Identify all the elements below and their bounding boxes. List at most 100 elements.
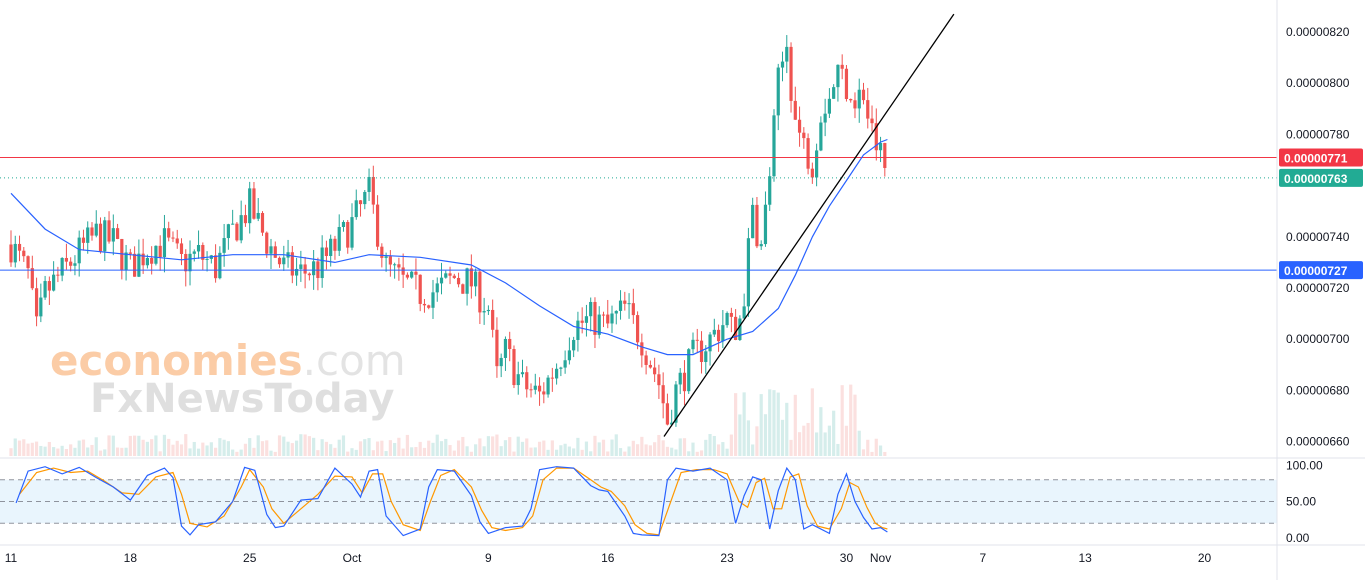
candle[interactable]	[580, 307, 584, 334]
candle[interactable]	[657, 364, 661, 399]
candle[interactable]	[294, 257, 299, 286]
candle[interactable]	[371, 165, 375, 214]
candle[interactable]	[414, 258, 418, 290]
candle[interactable]	[861, 82, 866, 105]
candle[interactable]	[836, 64, 840, 102]
candle[interactable]	[555, 363, 559, 385]
candle[interactable]	[397, 257, 401, 281]
candle[interactable]	[520, 359, 525, 378]
candle[interactable]	[546, 375, 550, 398]
candle[interactable]	[853, 92, 857, 119]
candle[interactable]	[793, 86, 797, 120]
candle[interactable]	[478, 268, 482, 325]
candle[interactable]	[785, 35, 789, 74]
candle[interactable]	[235, 221, 239, 242]
candle[interactable]	[299, 250, 303, 282]
candle[interactable]	[742, 293, 746, 319]
candle[interactable]	[171, 231, 175, 243]
candle[interactable]	[746, 227, 751, 317]
candle[interactable]	[226, 223, 230, 250]
candle[interactable]	[653, 357, 657, 383]
candle[interactable]	[192, 249, 196, 262]
candle[interactable]	[584, 304, 589, 337]
candle[interactable]	[73, 255, 77, 276]
candle[interactable]	[849, 98, 853, 103]
candle[interactable]	[772, 109, 776, 182]
candle[interactable]	[661, 372, 665, 419]
candle[interactable]	[286, 239, 290, 268]
candle[interactable]	[631, 288, 635, 324]
candle[interactable]	[405, 272, 410, 280]
candle[interactable]	[670, 409, 674, 427]
candle[interactable]	[640, 333, 644, 368]
candle[interactable]	[461, 283, 465, 294]
candle[interactable]	[77, 230, 81, 277]
candle[interactable]	[60, 257, 64, 282]
candle[interactable]	[179, 238, 184, 266]
candle[interactable]	[469, 254, 473, 299]
candle[interactable]	[290, 245, 294, 284]
candle[interactable]	[572, 336, 576, 358]
candle[interactable]	[563, 350, 567, 374]
candle[interactable]	[708, 332, 712, 366]
candle[interactable]	[550, 367, 554, 392]
candle[interactable]	[13, 235, 17, 268]
candle[interactable]	[840, 54, 844, 80]
candle[interactable]	[789, 42, 793, 113]
candle[interactable]	[167, 221, 171, 242]
candle[interactable]	[333, 235, 337, 260]
candle[interactable]	[273, 241, 277, 258]
candle[interactable]	[30, 255, 34, 291]
candle[interactable]	[729, 307, 733, 333]
candle[interactable]	[418, 274, 422, 312]
candle[interactable]	[699, 331, 704, 374]
candle[interactable]	[529, 383, 533, 398]
candle[interactable]	[354, 189, 358, 220]
candle[interactable]	[878, 136, 883, 163]
candle[interactable]	[218, 246, 222, 280]
candle[interactable]	[22, 246, 26, 262]
candles[interactable]	[9, 35, 887, 427]
candle[interactable]	[844, 65, 849, 102]
candle[interactable]	[64, 243, 69, 270]
candle[interactable]	[704, 345, 708, 374]
candle[interactable]	[508, 331, 512, 362]
candle[interactable]	[103, 216, 107, 262]
candle[interactable]	[427, 304, 431, 310]
candle[interactable]	[593, 297, 597, 349]
candle[interactable]	[86, 221, 90, 254]
candle[interactable]	[231, 209, 235, 225]
candle[interactable]	[695, 328, 699, 353]
candle[interactable]	[759, 240, 763, 251]
candle[interactable]	[401, 253, 405, 288]
candle[interactable]	[154, 245, 158, 266]
candle[interactable]	[687, 348, 691, 394]
candle[interactable]	[614, 310, 618, 325]
candle[interactable]	[90, 222, 94, 241]
stoch-rsi-pane[interactable]	[0, 466, 1277, 537]
candle[interactable]	[516, 361, 520, 395]
candle[interactable]	[17, 235, 22, 262]
candle[interactable]	[601, 311, 606, 328]
candle[interactable]	[776, 63, 780, 131]
candle[interactable]	[350, 203, 354, 251]
candle[interactable]	[823, 98, 827, 137]
candle[interactable]	[691, 332, 695, 354]
candle[interactable]	[341, 220, 346, 232]
candle[interactable]	[444, 270, 448, 279]
candle[interactable]	[120, 238, 124, 280]
candle[interactable]	[448, 266, 452, 285]
candle[interactable]	[465, 267, 469, 306]
candle[interactable]	[734, 309, 738, 341]
candle[interactable]	[320, 235, 324, 288]
candle[interactable]	[866, 87, 870, 129]
candle[interactable]	[277, 256, 282, 268]
candle[interactable]	[682, 360, 687, 406]
candle[interactable]	[39, 283, 43, 323]
candle[interactable]	[162, 214, 167, 273]
candle[interactable]	[375, 195, 380, 251]
candle[interactable]	[491, 299, 495, 338]
candle[interactable]	[815, 143, 819, 187]
candle[interactable]	[827, 88, 831, 119]
